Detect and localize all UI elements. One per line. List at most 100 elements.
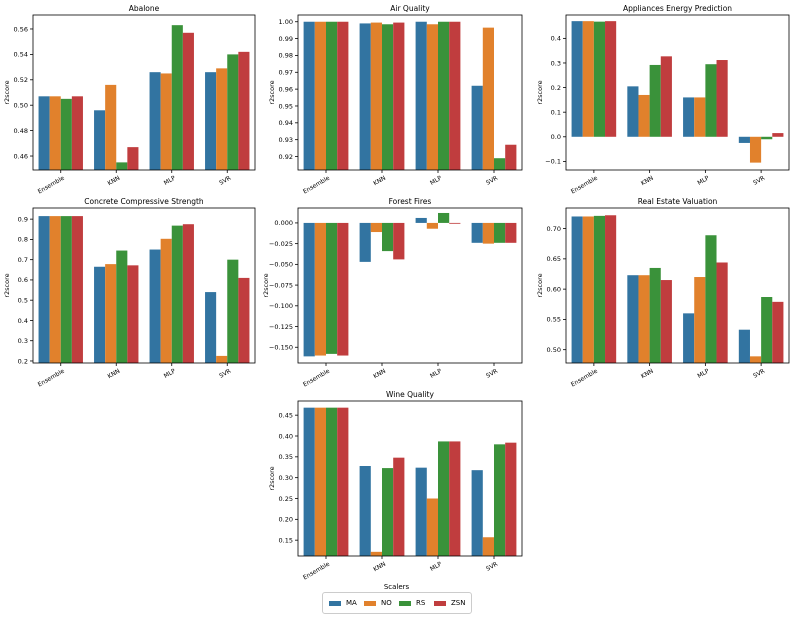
bar-rs-mlp: [171, 25, 183, 170]
bar-no-mlp: [160, 238, 172, 363]
y-tick-label: 0.4: [551, 35, 561, 43]
x-tick-label: MLP: [429, 174, 443, 186]
bar-ma-ensemble: [38, 96, 50, 170]
y-tick-label: 0.93: [279, 136, 293, 144]
y-tick-label: 0.97: [279, 69, 293, 77]
y-tick-label: 0.45: [279, 411, 293, 419]
bar-ma-ensemble: [571, 21, 583, 137]
bar-rs-svr: [761, 297, 773, 363]
y-tick-label: −0.100: [269, 302, 293, 310]
bar-zsn-knn: [127, 147, 139, 170]
x-tick-label: MLP: [163, 174, 177, 186]
y-tick-label: 0.2: [18, 357, 28, 365]
bar-no-mlp: [426, 222, 438, 229]
y-axis-label: r2score: [268, 80, 276, 104]
bar-ma-mlp: [415, 21, 427, 170]
bar-ma-knn: [94, 110, 106, 170]
bar-zsn-knn: [127, 265, 139, 363]
bar-zsn-mlp: [449, 441, 461, 556]
bar-rs-ensemble: [60, 98, 72, 170]
y-tick-label: 0.96: [279, 85, 293, 93]
x-tick-label: KNN: [372, 175, 387, 188]
bar-zsn-svr: [505, 442, 517, 556]
bar-rs-mlp: [705, 64, 717, 137]
y-tick-label: 0.50: [547, 346, 561, 354]
bar-no-svr: [749, 136, 762, 163]
bar-rs-knn: [382, 222, 394, 252]
bar-no-svr: [216, 355, 228, 363]
bar-ma-svr: [738, 329, 750, 363]
chart-title: Forest Fires: [389, 197, 432, 206]
chart-panel-6: Real Estate Valuation r2score 0.50 0.55 0.60…: [536, 197, 790, 389]
y-tick-label: 0.56: [14, 25, 28, 33]
bar-no-ensemble: [49, 216, 61, 363]
y-tick-label: 0.65: [547, 255, 561, 263]
y-tick-label: 0.99: [279, 35, 293, 43]
y-tick-label: 0.94: [279, 119, 293, 127]
chart-panel-4: Concrete Compressive Strength r2score 0.2 0…: [3, 197, 256, 388]
bar-zsn-ensemble: [337, 21, 349, 170]
y-axis-label: r2score: [268, 466, 276, 490]
y-tick-label: 0.3: [18, 337, 28, 345]
bar-zsn-mlp: [449, 222, 461, 224]
y-axis-label: r2score: [3, 80, 11, 104]
bar-ma-svr: [205, 72, 217, 170]
y-tick-label: −0.1: [545, 158, 561, 166]
bar-ma-mlp: [415, 217, 427, 223]
chart-panel-2: Air Quality r2score 0.92 0.93 0.94 0.95 0.96 0.…: [268, 4, 523, 195]
bar-ma-knn: [359, 466, 371, 556]
y-axis-label: r2score: [3, 273, 11, 297]
bar-rs-ensemble: [593, 215, 606, 363]
y-tick-label: 0.9: [18, 215, 28, 223]
bar-rs-svr: [761, 136, 773, 140]
bar-rs-knn: [116, 162, 128, 170]
y-tick-label: 0.48: [14, 127, 28, 135]
y-tick-label: 0.6: [18, 276, 28, 284]
bar-no-ensemble: [582, 21, 594, 137]
x-tick-label: Ensemble: [570, 368, 599, 389]
chart-title: Abalone: [129, 4, 160, 13]
bar-no-ensemble: [582, 216, 594, 363]
y-tick-label: 0.0: [551, 133, 561, 141]
bar-zsn-knn: [393, 22, 405, 170]
y-tick-label: −0.150: [269, 344, 293, 352]
chart-title: Appliances Energy Prediction: [623, 4, 732, 13]
bar-zsn-knn: [393, 457, 405, 556]
x-tick-label: MLP: [696, 367, 710, 379]
chart-panel-5: Forest Fires r2score −0.150 −0.125 −0.100 −0.…: [262, 197, 523, 389]
bar-ma-mlp: [415, 467, 427, 556]
bar-ma-mlp: [149, 249, 161, 363]
bar-no-mlp: [426, 498, 438, 556]
bar-no-svr: [482, 537, 494, 556]
x-tick-label: MLP: [696, 174, 710, 186]
x-tick-label: MLP: [429, 560, 443, 572]
x-tick-label: Ensemble: [302, 368, 331, 389]
bar-zsn-ensemble: [71, 96, 83, 170]
bar-zsn-svr: [772, 133, 784, 137]
chart-title: Wine Quality: [386, 390, 434, 399]
bar-no-ensemble: [314, 407, 326, 556]
bar-rs-knn: [649, 267, 661, 363]
bar-no-mlp: [160, 73, 172, 170]
bar-ma-knn: [359, 222, 371, 262]
bar-rs-knn: [382, 468, 394, 556]
x-tick-label: KNN: [640, 175, 655, 188]
bar-rs-ensemble: [326, 407, 338, 556]
y-tick-label: 0.25: [279, 495, 293, 503]
bar-zsn-ensemble: [337, 407, 349, 556]
bar-no-svr: [482, 222, 494, 244]
y-tick-label: 0.5: [18, 296, 28, 304]
bar-ma-knn: [627, 275, 639, 363]
x-tick-label: SVR: [752, 175, 766, 187]
bar-ma-svr: [471, 470, 483, 556]
bar-no-knn: [370, 22, 382, 170]
y-axis-label: r2score: [536, 273, 544, 297]
bar-ma-ensemble: [303, 21, 315, 170]
bar-zsn-svr: [505, 144, 517, 170]
legend-label-rs: RS: [416, 599, 426, 607]
x-tick-label: Ensemble: [570, 175, 599, 196]
legend-label-ma: MA: [346, 599, 357, 607]
y-tick-label: 0.35: [279, 453, 293, 461]
bar-zsn-ensemble: [605, 21, 617, 137]
y-tick-label: 0.3: [551, 59, 561, 67]
